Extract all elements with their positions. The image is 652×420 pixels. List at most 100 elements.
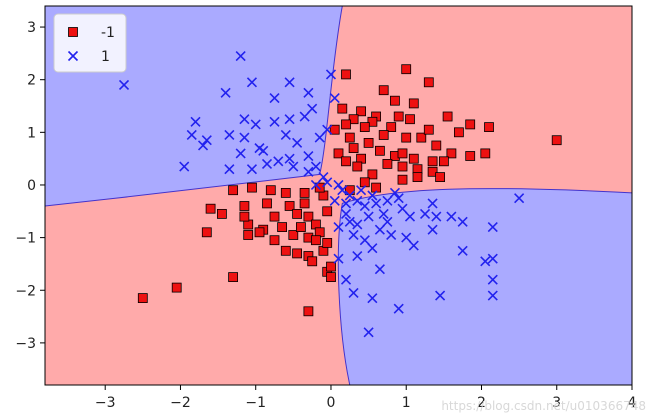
- x-tick-label: 3: [552, 395, 561, 411]
- point-class-1: [367, 243, 378, 254]
- point-class-neg1: [307, 256, 318, 267]
- point-class-1: [235, 50, 246, 62]
- point-class-1: [280, 129, 291, 141]
- point-class-neg1: [239, 211, 250, 222]
- point-class-1: [284, 153, 295, 164]
- point-class-neg1: [303, 211, 314, 222]
- point-class-1: [269, 93, 280, 104]
- point-class-neg1: [356, 106, 367, 117]
- point-class-1: [356, 185, 367, 196]
- point-class-1: [333, 179, 344, 191]
- point-class-neg1: [438, 156, 449, 167]
- point-class-neg1: [277, 222, 288, 233]
- point-class-1: [367, 190, 378, 201]
- point-class-neg1: [378, 85, 389, 96]
- point-class-neg1: [412, 172, 423, 183]
- x-tick-label: −3: [95, 395, 116, 411]
- point-class-1: [186, 129, 197, 141]
- point-class-neg1: [435, 172, 446, 183]
- point-class-1: [427, 224, 438, 235]
- x-tick-label: −1: [245, 395, 266, 411]
- point-class-1: [363, 327, 374, 338]
- point-class-1: [329, 93, 340, 104]
- point-class-neg1: [397, 161, 408, 172]
- point-class-1: [359, 235, 370, 246]
- point-class-neg1: [431, 140, 442, 151]
- point-class-neg1: [201, 227, 212, 238]
- point-class-neg1: [292, 248, 303, 259]
- point-class-neg1: [344, 132, 355, 143]
- point-class-1: [457, 216, 468, 227]
- point-class-1: [378, 208, 389, 219]
- x-axis: −3 −2 −1 0 1 2 3 4: [95, 385, 637, 411]
- x-tick-label: 1: [402, 395, 411, 411]
- point-class-neg1: [299, 187, 310, 198]
- point-class-neg1: [423, 124, 434, 135]
- legend-box: [53, 13, 127, 73]
- point-class-1: [197, 140, 209, 151]
- point-class-neg1: [341, 156, 351, 167]
- point-class-neg1: [480, 148, 491, 159]
- point-class-1: [246, 77, 258, 88]
- point-class-neg1: [303, 306, 314, 317]
- point-class-1: [318, 172, 329, 183]
- point-class-neg1: [453, 127, 464, 138]
- point-class-neg1: [337, 103, 348, 114]
- legend-label: -1: [101, 25, 115, 41]
- point-class-1: [284, 77, 295, 88]
- point-class-1: [299, 111, 310, 122]
- point-class-1: [382, 216, 393, 227]
- point-class-1: [258, 145, 269, 156]
- point-class-neg1: [427, 156, 438, 167]
- point-class-neg1: [341, 69, 351, 80]
- point-class-1: [239, 114, 250, 125]
- point-class-neg1: [442, 111, 453, 122]
- point-class-neg1: [352, 161, 363, 172]
- point-class-neg1: [269, 235, 280, 246]
- point-class-1: [224, 129, 235, 141]
- point-class-neg1: [228, 272, 239, 283]
- point-class-1: [457, 245, 468, 256]
- point-class-neg1: [465, 151, 476, 161]
- y-tick-label: −3: [15, 336, 36, 352]
- point-class-1: [340, 198, 352, 209]
- point-class-neg1: [171, 282, 182, 293]
- point-class-neg1: [280, 245, 291, 256]
- point-class-1: [333, 253, 344, 264]
- point-class-neg1: [284, 201, 295, 211]
- point-class-1: [239, 132, 250, 143]
- point-class-1: [340, 274, 352, 285]
- point-class-neg1: [299, 198, 310, 209]
- point-class-neg1: [348, 114, 359, 125]
- point-class-1: [329, 195, 340, 206]
- point-class-1: [348, 287, 359, 298]
- point-class-1: [179, 161, 190, 172]
- point-class-neg1: [363, 137, 374, 148]
- point-class-1: [325, 69, 337, 80]
- point-class-1: [487, 253, 498, 264]
- point-class-neg1: [359, 122, 370, 132]
- point-class-neg1: [341, 119, 351, 130]
- point-class-1: [397, 203, 408, 214]
- point-class-neg1: [326, 261, 336, 272]
- markers-layer: [118, 50, 562, 338]
- point-class-1: [344, 216, 355, 227]
- point-class-1: [284, 114, 295, 125]
- point-class-neg1: [401, 132, 412, 143]
- legend-label: 1: [101, 49, 110, 65]
- point-class-1: [386, 229, 397, 241]
- point-class-neg1: [310, 235, 321, 246]
- point-class-1: [344, 190, 355, 201]
- point-class-neg1: [367, 169, 378, 180]
- point-class-neg1: [333, 148, 344, 159]
- point-class-1: [487, 290, 498, 301]
- region-positive: [45, 6, 632, 385]
- point-class-neg1: [292, 208, 303, 219]
- point-class-1: [310, 161, 321, 172]
- point-class-neg1: [295, 222, 306, 233]
- point-class-neg1: [137, 293, 148, 304]
- point-class-1: [303, 87, 314, 98]
- point-class-1: [480, 256, 491, 267]
- point-class-1: [401, 232, 412, 243]
